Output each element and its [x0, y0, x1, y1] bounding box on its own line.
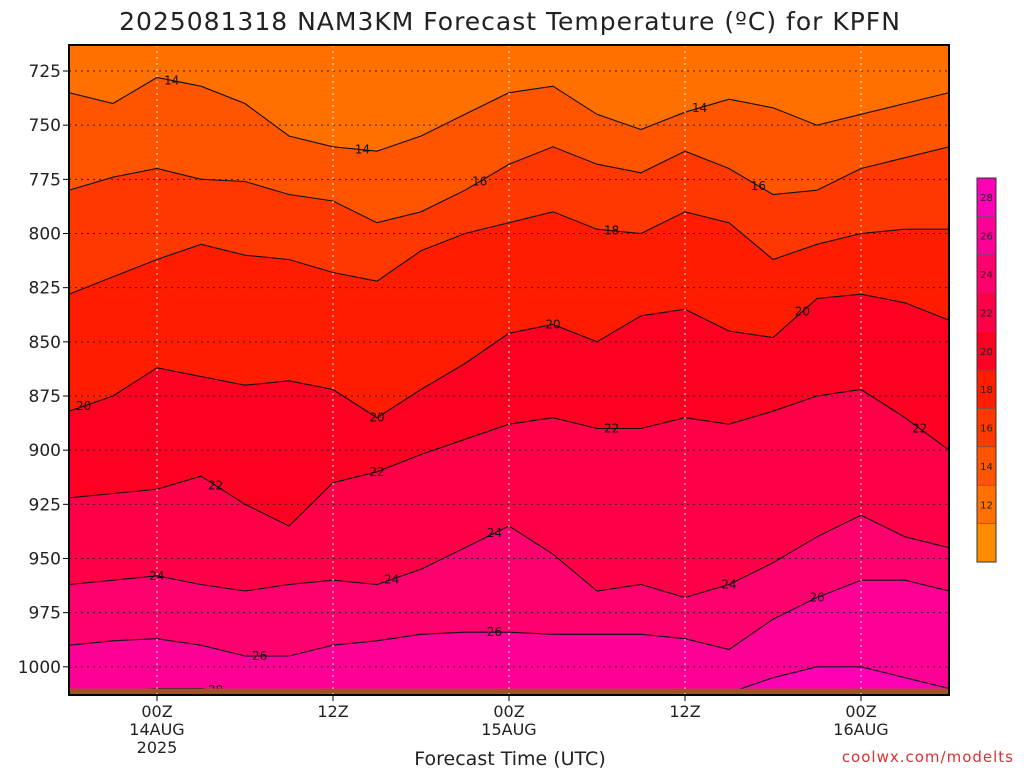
isotherm-label-26: 26 — [252, 649, 267, 663]
isotherm-label-22: 22 — [604, 422, 619, 436]
y-tick-label-975: 975 — [29, 604, 61, 624]
x-tick-label-42-0: 12Z — [669, 702, 700, 721]
plot-area: 14 14 14 16 16 18 20 20 20 20 22 22 22 22 24 24 24 24 26 26… — [69, 45, 949, 695]
colorbar-label-14: 14 — [980, 462, 993, 473]
isotherm-label-16: 16 — [472, 175, 487, 189]
colorbar-label-28: 28 — [980, 193, 993, 204]
isotherm-label-26: 26 — [809, 591, 824, 605]
x-tick-label-6-0: 00Z — [141, 702, 172, 721]
colorbar-swatch-14 — [977, 446, 996, 486]
x-tick-label-54-0: 00Z — [845, 702, 876, 721]
y-tick-label-900: 900 — [29, 441, 61, 461]
plot-fill: 14 14 14 16 16 18 20 20 20 20 22 22 22 22 24 24 24 24 26 26… — [69, 45, 949, 695]
axes: 725 750 775 800 825 850 875 900 925 950 975 1000 00Z… — [18, 44, 950, 757]
y-tick-label-1000: 1000 — [18, 658, 61, 678]
x-tick-label-54-1: 16AUG — [833, 720, 888, 739]
colorbar-label-22: 22 — [980, 308, 993, 319]
y-tick-label-725: 725 — [29, 62, 61, 82]
ground-surface — [69, 688, 949, 695]
y-tick-label-925: 925 — [29, 495, 61, 515]
isotherm-label-20: 20 — [795, 305, 810, 319]
x-tick-label-30-0: 00Z — [493, 702, 524, 721]
isotherm-label-24: 24 — [487, 526, 502, 540]
colorbar-label-20: 20 — [980, 347, 993, 358]
x-tick-label-18-0: 12Z — [317, 702, 348, 721]
y-tick-label-800: 800 — [29, 225, 61, 245]
isotherm-26 — [69, 579, 949, 657]
x-tick-label-30-1: 15AUG — [481, 720, 536, 739]
isotherm-label-20: 20 — [545, 318, 560, 332]
band-above-26 — [69, 580, 949, 695]
y-tick-label-825: 825 — [29, 279, 61, 299]
isotherm-label-20: 20 — [369, 411, 384, 425]
colorbar-swatch-20 — [977, 331, 996, 370]
isotherm-label-24: 24 — [721, 578, 736, 592]
colorbar-label-12: 12 — [980, 500, 993, 511]
chart-title: 2025081318 NAM3KM Forecast Temperature (… — [119, 7, 901, 36]
y-tick-label-950: 950 — [29, 550, 61, 570]
colorbar: 12 14 16 18 20 22 24 26 28 — [976, 177, 997, 563]
x-tick-label-6-1: 14AUG — [129, 720, 184, 739]
y-tick-label-875: 875 — [29, 387, 61, 407]
isotherm-label-16: 16 — [751, 179, 766, 193]
isotherm-label-14: 14 — [355, 143, 370, 157]
isotherm-16 — [69, 146, 949, 224]
isotherm-label-24: 24 — [384, 572, 399, 586]
colorbar-label-16: 16 — [980, 424, 993, 435]
colorbar-swatch-26 — [977, 216, 996, 255]
colorbar-swatch-16 — [977, 408, 996, 447]
x-axis-label: Forecast Time (UTC) — [414, 748, 605, 768]
isotherm-label-22: 22 — [912, 422, 927, 436]
x-tick-label-6-2: 2025 — [137, 738, 178, 757]
y-tick-label-850: 850 — [29, 333, 61, 353]
colorbar-label-24: 24 — [980, 270, 993, 281]
isotherm-label-26: 26 — [487, 625, 502, 639]
isotherm-label-18: 18 — [604, 224, 619, 238]
isotherm-14 — [69, 76, 949, 152]
isotherm-label-14: 14 — [164, 73, 179, 87]
colorbar-label-26: 26 — [980, 232, 993, 243]
isotherm-label-22: 22 — [208, 479, 223, 493]
isotherm-18 — [69, 211, 949, 295]
isotherm-label-20: 20 — [76, 399, 91, 413]
colorbar-swatch-24 — [977, 254, 996, 294]
isotherm-label-14: 14 — [692, 101, 707, 115]
colorbar-swatch-10 — [977, 523, 996, 562]
colorbar-swatch-18 — [977, 370, 996, 409]
y-tick-label-775: 775 — [29, 170, 61, 190]
credit-text: coolwx.com/modelts — [842, 748, 1014, 766]
isotherm-label-22: 22 — [369, 465, 384, 479]
colorbar-swatch-22 — [977, 293, 996, 332]
y-tick-label-750: 750 — [29, 116, 61, 136]
isotherm-label-24: 24 — [149, 569, 164, 583]
colorbar-label-18: 18 — [980, 385, 993, 396]
colorbar-swatch-28 — [977, 178, 996, 217]
colorbar-swatch-12 — [977, 485, 996, 524]
